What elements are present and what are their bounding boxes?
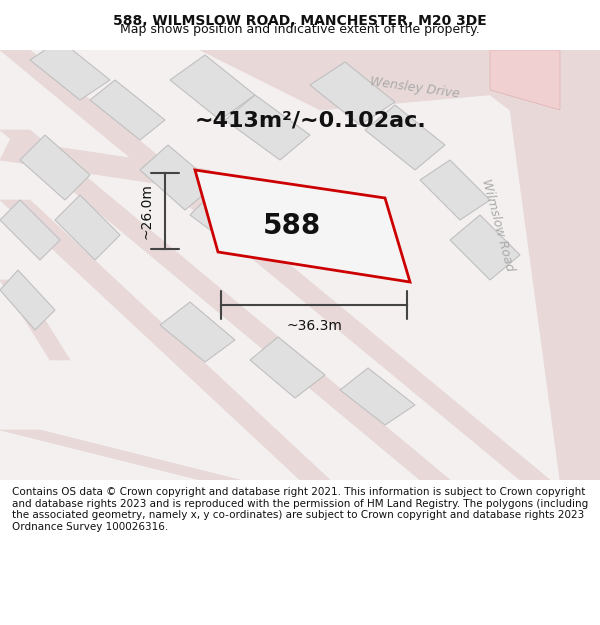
Text: ~26.0m: ~26.0m — [139, 183, 153, 239]
Polygon shape — [0, 430, 240, 480]
Polygon shape — [0, 140, 210, 190]
Text: ~413m²/~0.102ac.: ~413m²/~0.102ac. — [195, 110, 427, 130]
Polygon shape — [0, 50, 550, 480]
Polygon shape — [200, 50, 600, 110]
Text: Wensley Drive: Wensley Drive — [369, 75, 461, 101]
Polygon shape — [0, 280, 70, 360]
Text: Map shows position and indicative extent of the property.: Map shows position and indicative extent… — [120, 23, 480, 36]
Polygon shape — [365, 105, 445, 170]
Polygon shape — [225, 95, 310, 160]
Text: Wilmslow Road: Wilmslow Road — [479, 177, 517, 272]
Polygon shape — [0, 200, 330, 480]
Text: Contains OS data © Crown copyright and database right 2021. This information is : Contains OS data © Crown copyright and d… — [12, 488, 588, 532]
Polygon shape — [55, 195, 120, 260]
Polygon shape — [30, 40, 110, 100]
Polygon shape — [250, 337, 325, 398]
Polygon shape — [190, 190, 265, 252]
Polygon shape — [195, 170, 410, 282]
Polygon shape — [310, 62, 395, 125]
Polygon shape — [0, 130, 450, 480]
Text: ~36.3m: ~36.3m — [286, 319, 342, 333]
Polygon shape — [170, 55, 255, 120]
Polygon shape — [90, 80, 165, 140]
Text: 588, WILMSLOW ROAD, MANCHESTER, M20 3DE: 588, WILMSLOW ROAD, MANCHESTER, M20 3DE — [113, 14, 487, 28]
Polygon shape — [450, 215, 520, 280]
Polygon shape — [430, 50, 600, 480]
Polygon shape — [490, 50, 560, 110]
Polygon shape — [420, 160, 490, 220]
Text: 588: 588 — [263, 211, 321, 239]
Polygon shape — [0, 270, 55, 330]
Polygon shape — [340, 368, 415, 425]
Polygon shape — [20, 135, 90, 200]
Polygon shape — [0, 200, 60, 260]
Polygon shape — [160, 302, 235, 362]
Polygon shape — [140, 145, 215, 210]
